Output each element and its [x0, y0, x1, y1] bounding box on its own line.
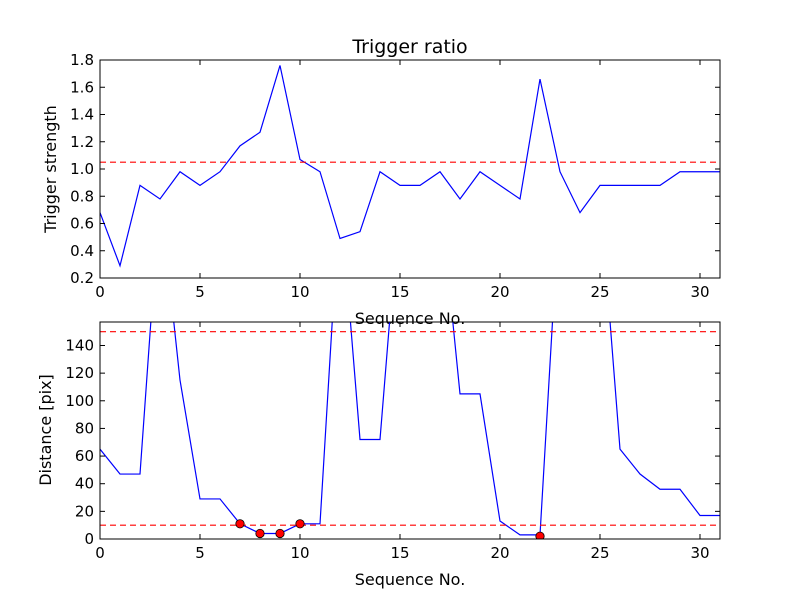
- bottom-marker-point: [535, 531, 545, 539]
- bottom-marker-point: [275, 528, 285, 539]
- bottom-x-tick-label: 20: [490, 544, 509, 562]
- bottom-marker-point: [295, 519, 305, 529]
- top-y-tick-label: 1.2: [70, 133, 94, 151]
- bottom-y-tick-label: 80: [75, 419, 94, 437]
- bottom-y-tick-label: 40: [75, 475, 94, 493]
- distance-plot: 0 5 10 15 20 25 30 0 20 40 60 80 100 120 140: [65, 321, 721, 562]
- top-y-axis-label: Trigger strength: [41, 105, 60, 234]
- bottom-x-axis-label: Sequence No.: [355, 570, 466, 589]
- bottom-y-tick-label: 120: [65, 364, 94, 382]
- bottom-y-axis-label: Distance [pix]: [36, 374, 55, 486]
- top-x-tick-label: 15: [390, 283, 409, 301]
- bottom-plot-area: [100, 322, 720, 539]
- top-y-tick-label: 1.4: [70, 106, 94, 124]
- top-y-tick-label: 0.6: [70, 215, 94, 233]
- bottom-x-tick-label: 25: [590, 544, 609, 562]
- top-y-tick-label: 1.0: [70, 160, 94, 178]
- top-y-tick-label: 0.4: [70, 242, 94, 260]
- bottom-x-tick-label: 0: [95, 544, 105, 562]
- bottom-y-tick-label: 60: [75, 447, 94, 465]
- bottom-x-tick-label: 10: [290, 544, 309, 562]
- bottom-marker-point: [235, 519, 245, 529]
- bottom-y-tick-label: 20: [75, 502, 94, 520]
- top-x-tick-label: 25: [590, 283, 609, 301]
- chart-title: Trigger ratio: [351, 36, 467, 58]
- top-x-tick-label: 20: [490, 283, 509, 301]
- bottom-y-tick-label: 140: [65, 336, 94, 354]
- trigger-ratio-plot: 0 5 10 15 20 25 30 0.2 0.4 0.6 0.8 1.0 1.2 1.4 1.6 1.8: [70, 51, 721, 301]
- top-plot-area: [100, 65, 720, 268]
- top-y-tick-label: 0.2: [70, 269, 94, 287]
- bottom-axes-frame: [99, 321, 721, 540]
- bottom-y-tick-label: 100: [65, 392, 94, 410]
- top-x-tick-label: 5: [195, 283, 205, 301]
- bottom-series-line: [100, 322, 720, 536]
- top-x-axis-label: Sequence No.: [355, 309, 466, 328]
- top-y-tick-label: 1.8: [70, 51, 94, 69]
- top-x-tick-label: 0: [95, 283, 105, 301]
- bottom-x-tick-label: 5: [195, 544, 205, 562]
- bottom-y-tick-label: 0: [84, 530, 94, 548]
- bottom-marker-point: [255, 528, 265, 539]
- top-y-tick-label: 1.6: [70, 78, 94, 96]
- top-x-tick-label: 10: [290, 283, 309, 301]
- top-y-tick-label: 0.8: [70, 187, 94, 205]
- top-series-line: [100, 65, 720, 268]
- top-x-tick-label: 30: [690, 283, 709, 301]
- bottom-x-tick-label: 15: [390, 544, 409, 562]
- bottom-x-tick-label: 30: [690, 544, 709, 562]
